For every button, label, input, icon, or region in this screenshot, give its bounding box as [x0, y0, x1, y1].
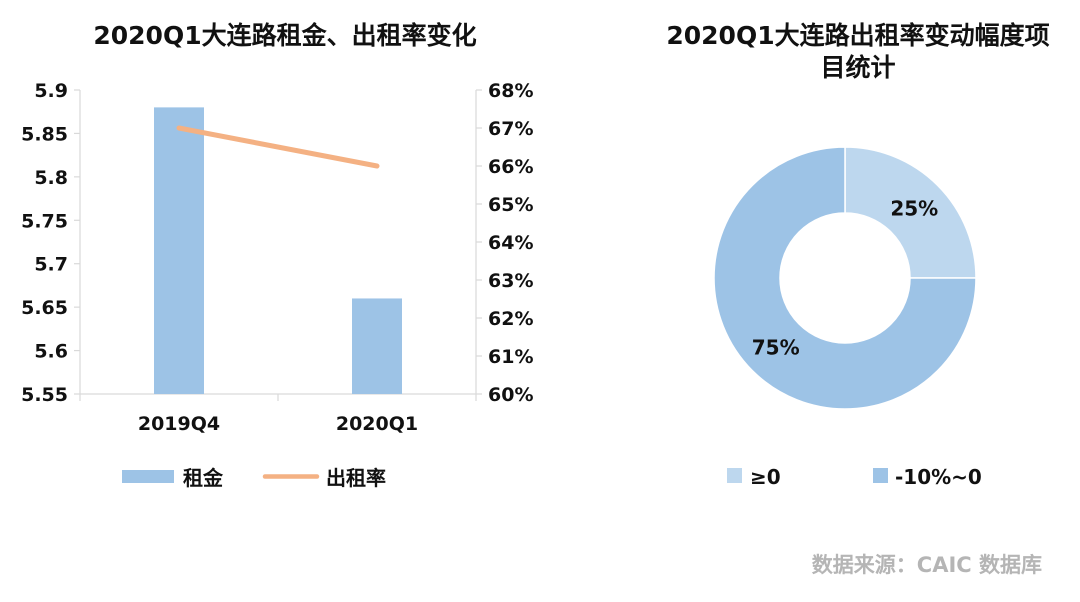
- right-y-tick-label: 60%: [488, 384, 533, 406]
- donut-slice-0: [844, 146, 977, 279]
- source-note: 数据来源：CAIC 数据库: [812, 553, 1042, 577]
- bar-2019Q4: [154, 107, 204, 394]
- right-y-tick-label: 68%: [488, 80, 533, 102]
- left-y-ticks: 5.55 5.6 5.65 5.7 5.75 5.8 5.85 5.9: [21, 80, 80, 406]
- right-y-ticks: 60% 61% 62% 63% 64% 65% 66% 67% 68%: [476, 80, 533, 406]
- donut-slice-1: [713, 146, 977, 410]
- bar-chart-title: 2020Q1大连路租金、出租率变化: [93, 21, 476, 50]
- donut-value-label: 25%: [890, 197, 938, 221]
- legend-swatch-ge0: [727, 468, 742, 483]
- donut-chart-title-line1: 2020Q1大连路出租率变动幅度项: [666, 21, 1049, 50]
- left-y-tick-label: 5.8: [34, 167, 68, 189]
- bar-series: [154, 107, 402, 394]
- x-category-labels: 2019Q4 2020Q1: [138, 413, 418, 435]
- donut-chart-title-line2: 目统计: [820, 53, 895, 82]
- right-y-tick-label: 67%: [488, 118, 533, 140]
- bar-chart-axes: [79, 90, 477, 401]
- legend-label-occupancy: 出租率: [326, 466, 386, 490]
- donut-value-labels: 25% 75%: [752, 197, 938, 360]
- legend-swatch-rent: [122, 470, 174, 483]
- bar-line-chart: 2020Q1大连路租金、出租率变化 5.555.65.655.75.755.85…: [21, 21, 533, 490]
- right-y-tick-label: 62%: [488, 308, 533, 330]
- x-category-label: 2019Q4: [138, 413, 220, 435]
- right-y-tick-label: 64%: [488, 232, 533, 254]
- donut-value-label: 75%: [752, 335, 800, 359]
- legend-label-rent: 租金: [183, 466, 224, 490]
- donut-slices: [713, 146, 977, 410]
- right-y-tick-label: 63%: [488, 270, 533, 292]
- left-y-tick-label: 5.7: [34, 254, 68, 276]
- legend-label-ge0: ≥0: [750, 465, 781, 489]
- line-series: [176, 125, 380, 169]
- donut-legend: ≥0 -10%~0: [727, 465, 982, 489]
- x-category-label: 2020Q1: [336, 413, 418, 435]
- right-y-tick-label: 66%: [488, 156, 533, 178]
- left-y-tick-label: 5.65: [21, 297, 68, 319]
- left-y-tick-label: 5.85: [21, 123, 68, 145]
- left-y-tick-label: 5.9: [34, 80, 68, 102]
- left-y-tick-label: 5.6: [34, 341, 68, 363]
- bar-2020Q1: [352, 298, 402, 394]
- legend-swatch-minus10-0: [873, 468, 888, 483]
- left-y-tick-label: 5.75: [21, 210, 68, 232]
- right-y-tick-label: 61%: [488, 346, 533, 368]
- right-y-tick-label: 65%: [488, 194, 533, 216]
- legend-label-minus10-0: -10%~0: [895, 465, 982, 489]
- left-y-tick-label: 5.55: [21, 384, 68, 406]
- occupancy-line: [176, 125, 380, 169]
- donut-chart: 2020Q1大连路出租率变动幅度项 目统计 25% 75% ≥0 -10%~0: [666, 21, 1049, 489]
- bar-chart-legend: 租金 出租率: [122, 466, 386, 490]
